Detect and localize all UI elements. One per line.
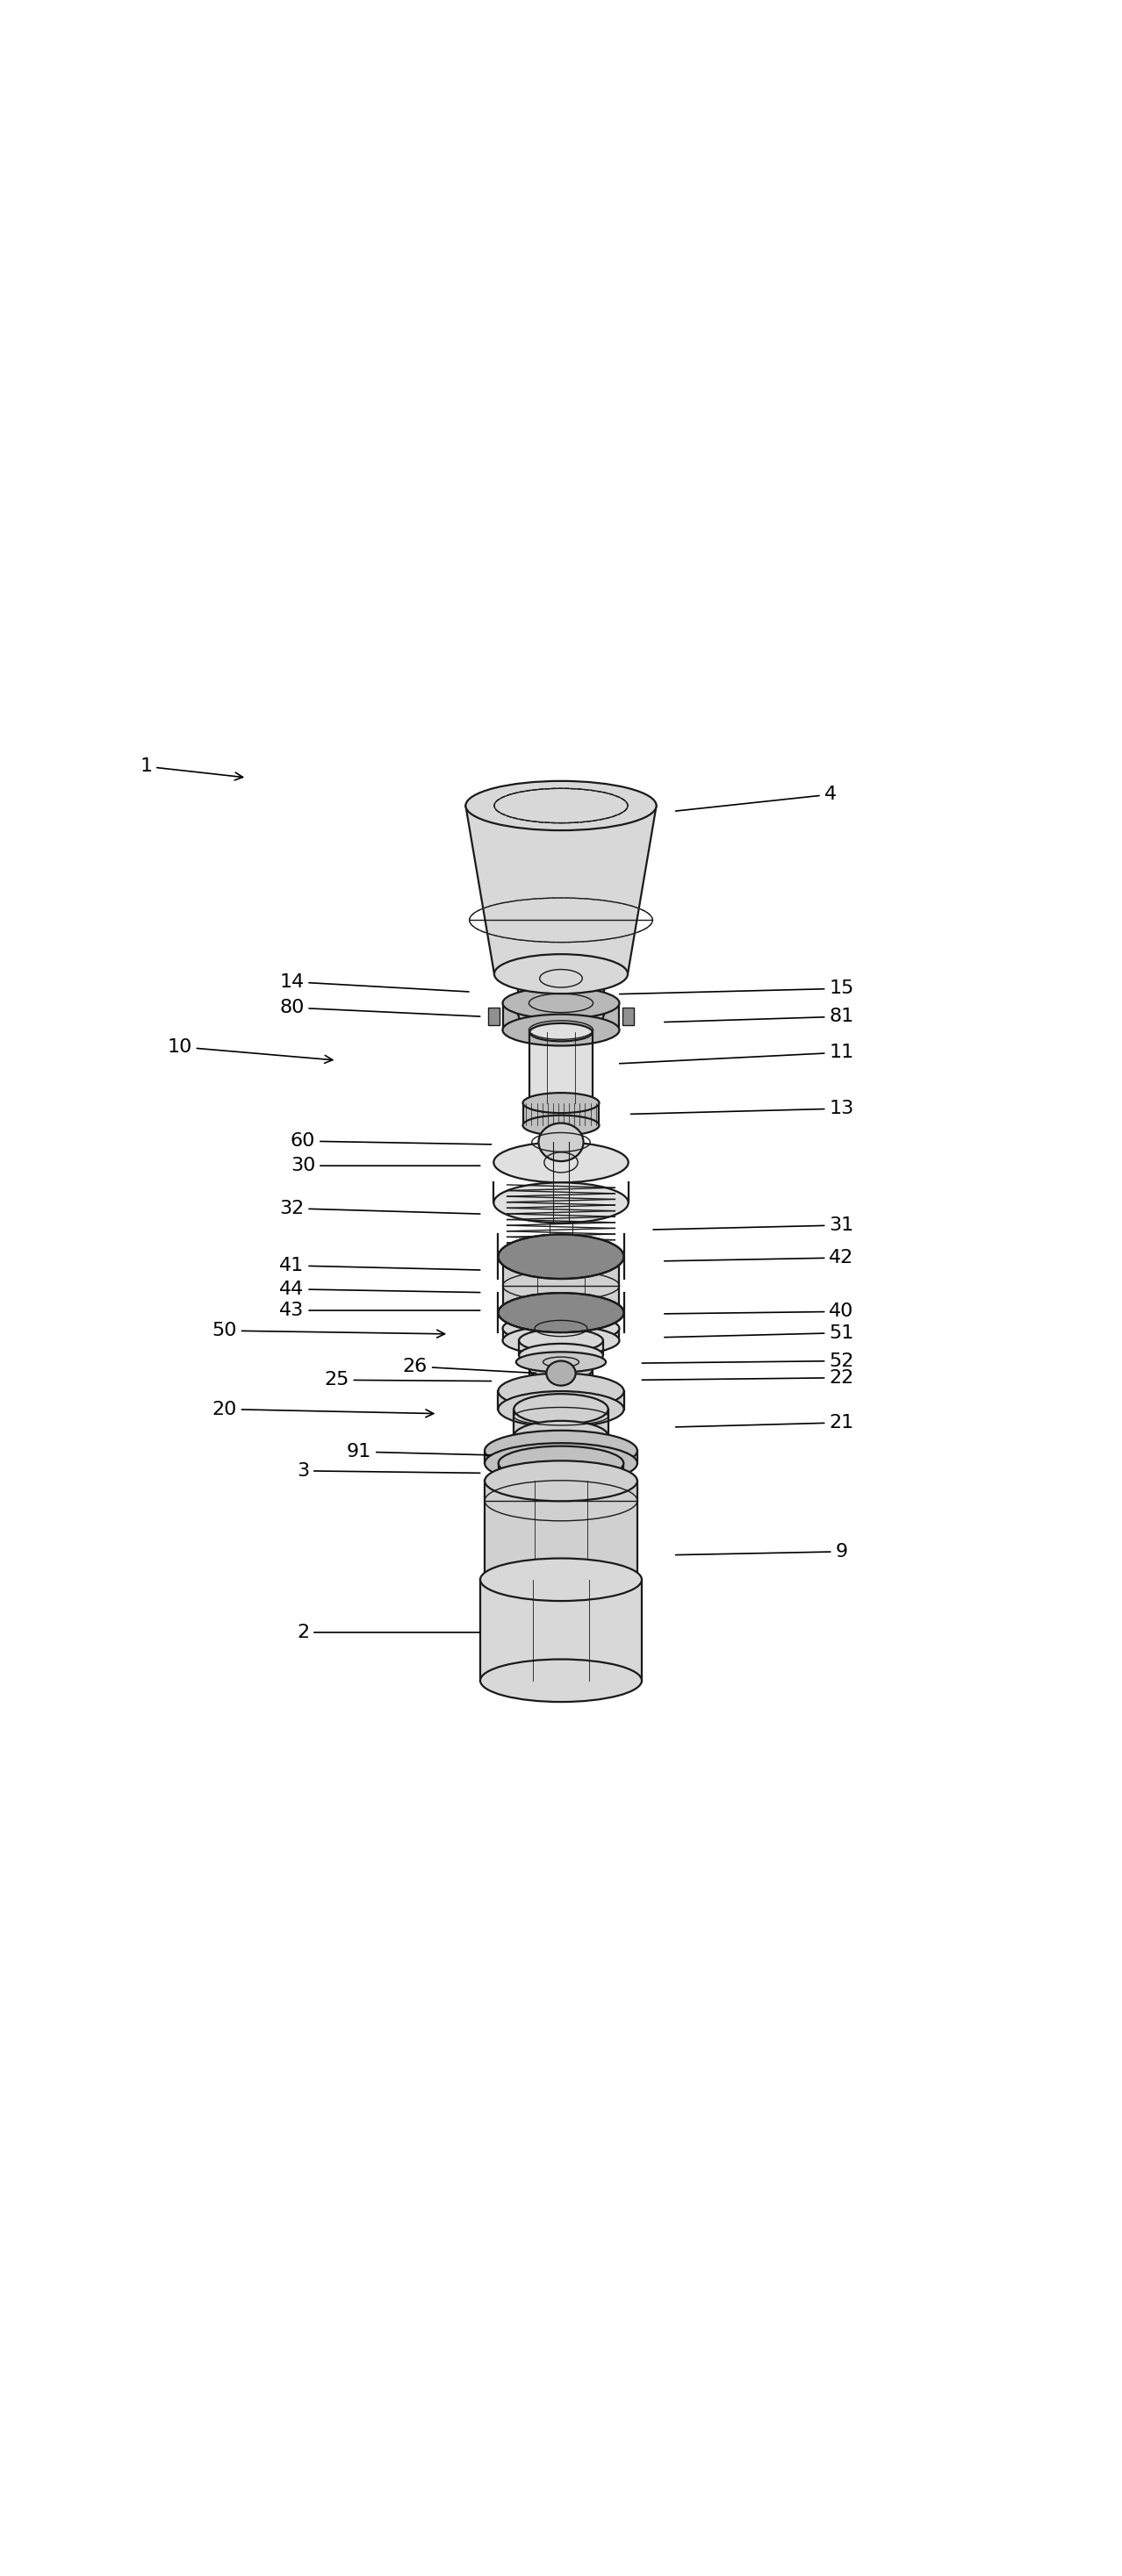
Ellipse shape: [494, 1141, 628, 1182]
Polygon shape: [523, 1103, 599, 1126]
Ellipse shape: [498, 1373, 624, 1409]
Ellipse shape: [503, 1296, 619, 1324]
Text: 20: 20: [212, 1401, 433, 1417]
Ellipse shape: [498, 1445, 624, 1481]
Ellipse shape: [519, 1345, 603, 1368]
Text: 14: 14: [279, 974, 469, 992]
Text: 22: 22: [642, 1368, 854, 1386]
Text: 15: 15: [619, 979, 854, 997]
Ellipse shape: [523, 1115, 599, 1136]
Polygon shape: [503, 1329, 619, 1340]
Text: 31: 31: [653, 1216, 854, 1234]
Ellipse shape: [514, 1422, 608, 1450]
Polygon shape: [485, 1450, 637, 1463]
Polygon shape: [514, 1409, 608, 1435]
Polygon shape: [503, 1262, 619, 1311]
Text: 42: 42: [664, 1249, 854, 1267]
Text: 32: 32: [279, 1200, 480, 1216]
Polygon shape: [544, 1015, 578, 1023]
Text: 80: 80: [279, 999, 480, 1018]
Polygon shape: [498, 1463, 624, 1479]
Ellipse shape: [498, 1461, 624, 1497]
Ellipse shape: [539, 1123, 583, 1162]
Ellipse shape: [495, 953, 628, 994]
Ellipse shape: [503, 1314, 619, 1342]
Ellipse shape: [530, 1095, 592, 1113]
Text: 81: 81: [664, 1007, 854, 1025]
Polygon shape: [519, 1340, 603, 1355]
Ellipse shape: [494, 1182, 628, 1224]
Text: 60: 60: [291, 1133, 491, 1149]
Text: 26: 26: [403, 1358, 536, 1376]
Ellipse shape: [480, 1558, 642, 1600]
Text: 40: 40: [664, 1303, 854, 1321]
Polygon shape: [503, 1002, 619, 1030]
Ellipse shape: [544, 1015, 578, 1030]
Text: 25: 25: [324, 1370, 491, 1388]
Text: 52: 52: [642, 1352, 854, 1370]
Text: 4: 4: [675, 786, 837, 811]
Polygon shape: [530, 1033, 592, 1103]
Ellipse shape: [498, 1293, 624, 1332]
Ellipse shape: [503, 1327, 619, 1355]
Ellipse shape: [503, 1247, 619, 1275]
Text: 41: 41: [279, 1257, 480, 1275]
Ellipse shape: [530, 1381, 592, 1401]
Ellipse shape: [523, 1092, 599, 1113]
Polygon shape: [623, 1007, 634, 1025]
Text: 11: 11: [619, 1043, 854, 1064]
Text: 51: 51: [664, 1324, 854, 1342]
Polygon shape: [480, 1579, 642, 1680]
Ellipse shape: [519, 1329, 603, 1352]
Ellipse shape: [503, 1015, 619, 1046]
Text: 43: 43: [279, 1301, 480, 1319]
Ellipse shape: [518, 961, 604, 997]
Text: 1: 1: [139, 757, 242, 781]
Ellipse shape: [480, 1659, 642, 1703]
Ellipse shape: [546, 1360, 576, 1386]
Polygon shape: [488, 1007, 499, 1025]
Ellipse shape: [485, 1443, 637, 1484]
Ellipse shape: [466, 781, 656, 829]
Polygon shape: [530, 1370, 592, 1391]
Ellipse shape: [485, 1461, 637, 1502]
Text: 50: 50: [212, 1321, 444, 1340]
Ellipse shape: [544, 1007, 578, 1023]
Polygon shape: [518, 979, 604, 1015]
Ellipse shape: [498, 1234, 624, 1278]
Polygon shape: [485, 1481, 637, 1579]
Polygon shape: [498, 1391, 624, 1409]
Ellipse shape: [503, 987, 619, 1018]
Text: 21: 21: [675, 1414, 854, 1432]
Text: 3: 3: [296, 1463, 480, 1479]
Ellipse shape: [518, 997, 604, 1033]
Polygon shape: [507, 1185, 615, 1255]
Text: 10: 10: [167, 1038, 332, 1064]
Text: 91: 91: [347, 1443, 491, 1461]
Ellipse shape: [530, 1360, 592, 1381]
Text: 13: 13: [631, 1100, 854, 1118]
Ellipse shape: [514, 1394, 608, 1425]
Ellipse shape: [485, 1430, 637, 1471]
Polygon shape: [466, 806, 656, 974]
Ellipse shape: [485, 1558, 637, 1600]
Ellipse shape: [498, 1391, 624, 1427]
Text: 44: 44: [279, 1280, 480, 1298]
Text: 9: 9: [675, 1543, 848, 1561]
Text: 2: 2: [296, 1623, 480, 1641]
Ellipse shape: [516, 1352, 606, 1373]
Text: 30: 30: [291, 1157, 480, 1175]
Ellipse shape: [530, 1023, 592, 1041]
